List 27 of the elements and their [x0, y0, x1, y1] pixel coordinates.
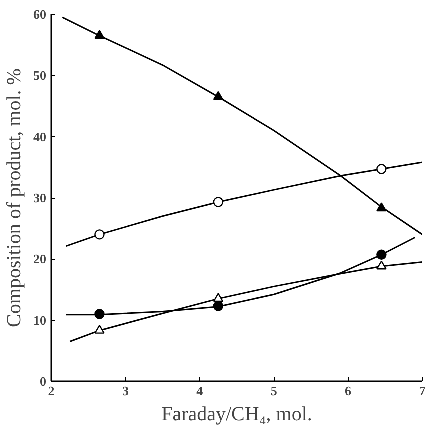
x-tick-label: 6 — [345, 384, 352, 398]
point — [376, 260, 387, 270]
point — [213, 91, 224, 100]
y-tick-label: 40 — [34, 129, 46, 144]
x-tick-label: 2 — [48, 384, 55, 398]
point — [213, 301, 224, 312]
x-tick-label: 4 — [196, 384, 204, 398]
point — [94, 230, 105, 240]
y-tick-label: 30 — [34, 190, 46, 206]
y-tick-label: 10 — [34, 312, 46, 328]
y-tick-label: 60 — [34, 7, 46, 22]
point — [213, 197, 224, 208]
point — [376, 202, 387, 212]
x-axis-title: Faraday/CH₄, mol. — [162, 404, 312, 426]
x-tick-label: 5 — [270, 384, 278, 398]
x-tick-label: 7 — [419, 384, 426, 398]
x-tick-label: 3 — [122, 384, 130, 398]
point — [376, 250, 387, 260]
y-axis-title: Composition of product, mol. % — [4, 68, 26, 328]
y-tick-label: 0 — [40, 374, 46, 389]
point — [94, 309, 105, 320]
point — [94, 30, 105, 40]
point — [213, 293, 224, 302]
point — [94, 324, 105, 334]
y-tick-label: 20 — [34, 252, 46, 267]
point — [376, 164, 387, 174]
y-tick-label: 50 — [34, 68, 46, 84]
